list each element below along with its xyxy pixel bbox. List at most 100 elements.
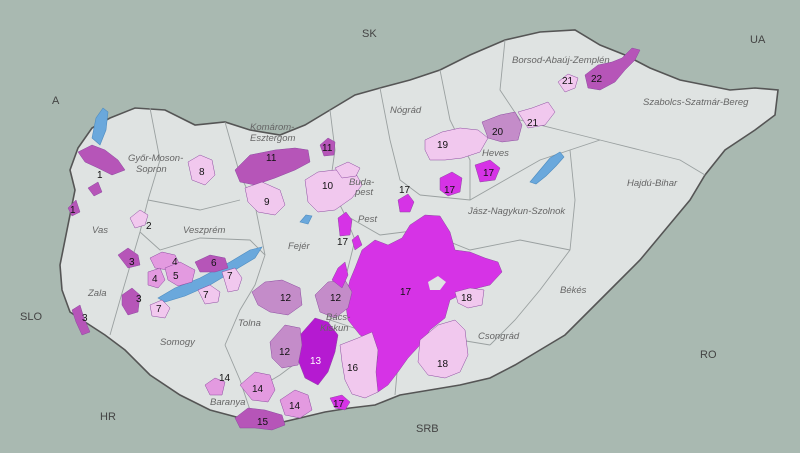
- tisza-lake: [529, 151, 565, 185]
- county-hajdu: Hajdú-Bihar: [627, 178, 678, 189]
- country-labels: SK UA A SLO HR SRB RO: [20, 28, 766, 435]
- region-12-east: [314, 279, 353, 319]
- region-17-south: [329, 394, 351, 411]
- county-csongrad: Csongrád: [478, 331, 520, 342]
- region-8: [187, 154, 216, 186]
- region-label-3: 3: [136, 294, 142, 305]
- region-12-tolna: [269, 324, 303, 369]
- region-19: [424, 127, 489, 161]
- region-11-east: [319, 137, 336, 157]
- region-label-9: 9: [264, 197, 270, 208]
- county-komarom-1: Komárom-: [250, 122, 294, 133]
- region-label-21: 21: [562, 76, 574, 87]
- region-label-17: 17: [337, 237, 349, 248]
- region-label-1: 1: [97, 170, 103, 181]
- region-1-north: [77, 144, 126, 176]
- region-label-17: 17: [483, 168, 495, 179]
- country-srb: SRB: [416, 423, 439, 435]
- region-21-east: [517, 101, 556, 129]
- region-label-19: 19: [437, 140, 449, 151]
- county-gyor-1: Győr-Moson-: [128, 153, 183, 164]
- region-label-17: 17: [444, 185, 456, 196]
- region-17-pest-a: [397, 193, 415, 213]
- region-label-4: 4: [172, 257, 178, 268]
- region-17-pest-b: [337, 211, 353, 237]
- region-label-14: 14: [289, 401, 301, 412]
- region-label-15: 15: [257, 417, 269, 428]
- region-17-kiskun: [331, 261, 349, 289]
- county-labels: Borsod-Abaúj-Zemplén Szabolcs-Szatmár-Be…: [87, 55, 749, 408]
- region-17-heves: [439, 171, 463, 197]
- region-10-north: [334, 161, 361, 179]
- region-label-3: 3: [82, 313, 88, 324]
- region-7-west: [149, 299, 171, 319]
- region-label-21: 21: [527, 118, 539, 129]
- region-label-18: 18: [437, 359, 449, 370]
- county-nograd: Nógrád: [390, 105, 422, 116]
- county-baranya: Baranya: [210, 397, 245, 408]
- region-13: [297, 317, 339, 386]
- region-label-12: 12: [330, 293, 342, 304]
- region-label-7: 7: [203, 290, 209, 301]
- region-7-mid: [197, 284, 221, 305]
- region-label-17: 17: [400, 287, 412, 298]
- lake-balaton: [157, 246, 263, 303]
- region-label-7: 7: [227, 271, 233, 282]
- neusiedler-lake: [91, 107, 109, 146]
- region-label-5: 5: [173, 271, 179, 282]
- region-label-11: 11: [322, 143, 333, 154]
- country-a: A: [52, 95, 60, 107]
- region-17-hole: [428, 276, 446, 290]
- county-bekes: Békés: [560, 285, 587, 296]
- velence-lake: [299, 214, 313, 225]
- region-1-south: [67, 199, 81, 217]
- county-zala: Zala: [87, 288, 106, 299]
- region-label-6: 6: [211, 258, 217, 269]
- region-14-west: [239, 371, 276, 403]
- region-label-14: 14: [219, 373, 231, 384]
- wine-regions: [67, 47, 641, 431]
- region-20: [481, 111, 523, 143]
- county-somogy: Somogy: [160, 337, 196, 348]
- country-ro: RO: [700, 349, 717, 361]
- region-14-east: [279, 389, 313, 419]
- region-label-2: 2: [146, 221, 152, 232]
- county-budapest-2: pest: [354, 187, 373, 198]
- region-label-3: 3: [129, 257, 135, 268]
- region-3-south: [71, 304, 91, 336]
- region-label-17: 17: [333, 399, 345, 410]
- region-3-north: [117, 247, 141, 269]
- county-borsod: Borsod-Abaúj-Zemplén: [512, 55, 610, 66]
- region-16: [339, 331, 379, 399]
- region-2: [129, 209, 149, 229]
- region-5: [164, 261, 196, 287]
- region-label-20: 20: [492, 127, 504, 138]
- region-label-14: 14: [252, 384, 264, 395]
- region-6: [194, 254, 229, 273]
- region-11-komarom: [234, 147, 311, 186]
- region-15: [234, 407, 286, 431]
- county-jasz: Jász-Nagykun-Szolnok: [467, 206, 566, 217]
- country-hr: HR: [100, 411, 116, 423]
- county-bacs-1: Bács-: [326, 312, 350, 323]
- region-7-east: [221, 267, 243, 293]
- region-17-pest-c: [351, 234, 363, 251]
- county-fejer: Fejér: [288, 241, 310, 252]
- region-4-south: [147, 267, 166, 289]
- county-heves: Heves: [482, 148, 509, 159]
- county-szabolcs: Szabolcs-Szatmár-Bereg: [643, 97, 749, 108]
- region-label-10: 10: [322, 181, 334, 192]
- region-numbers: 1 1 2 3 3 3 4 4 5 6 7 7 7 8 9 10 11 11 1…: [70, 74, 603, 428]
- country-slo: SLO: [20, 311, 42, 323]
- region-label-12: 12: [280, 293, 292, 304]
- county-pest: Pest: [358, 214, 377, 225]
- region-18-csongrad: [417, 319, 469, 379]
- county-gyor-2: Sopron: [136, 164, 167, 175]
- region-1-mid: [87, 181, 103, 197]
- region-17-jasz: [474, 159, 501, 183]
- region-label-18: 18: [461, 293, 473, 304]
- region-label-16: 16: [347, 363, 359, 374]
- region-22: [584, 47, 641, 91]
- region-14-north: [204, 377, 226, 396]
